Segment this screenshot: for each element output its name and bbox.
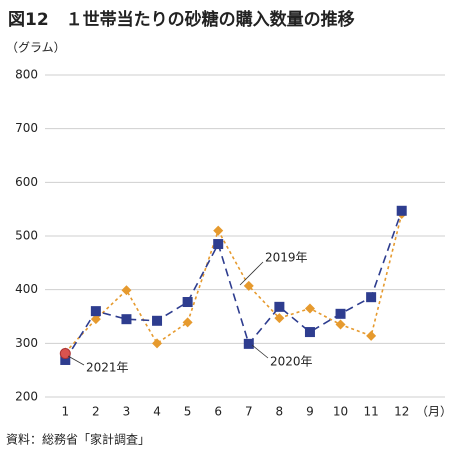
marker — [304, 303, 315, 314]
marker — [90, 306, 101, 317]
x-tick-label: 10 — [333, 405, 348, 419]
y-tick-label: 600 — [15, 175, 38, 189]
marker — [243, 280, 254, 291]
annotation: 2020年 — [270, 355, 313, 369]
marker — [182, 297, 193, 308]
marker — [152, 315, 163, 326]
annotation: 2021年 — [86, 361, 129, 375]
x-tick-label: 12 — [394, 405, 409, 419]
y-tick-label: 300 — [15, 336, 38, 350]
y-axis-label: （グラム） — [6, 41, 66, 55]
annotation-leader — [67, 355, 85, 366]
marker — [60, 354, 71, 365]
series-line — [64, 210, 403, 361]
x-tick-label: 3 — [123, 405, 131, 419]
marker — [121, 314, 132, 325]
x-tick-label: 2 — [92, 405, 100, 419]
marker — [335, 308, 346, 319]
annotation-leader — [251, 344, 269, 359]
marker — [335, 319, 346, 330]
marker — [59, 348, 71, 360]
marker — [304, 327, 315, 338]
marker — [90, 314, 101, 325]
marker — [396, 205, 407, 216]
marker — [152, 338, 163, 349]
annotation: 2019年 — [265, 251, 308, 265]
marker — [366, 330, 377, 341]
x-axis-label: （月） — [416, 405, 451, 419]
marker — [366, 292, 377, 303]
chart-title: 図12 １世帯当たりの砂糖の購入数量の推移 — [8, 9, 355, 30]
x-tick-label: 11 — [363, 405, 378, 419]
marker — [243, 338, 254, 349]
y-tick-label: 200 — [15, 390, 38, 404]
marker — [274, 313, 285, 324]
series-line — [64, 213, 403, 353]
y-tick-label: 500 — [15, 229, 38, 243]
x-tick-label: 8 — [276, 405, 284, 419]
marker — [121, 285, 132, 296]
x-tick-label: 6 — [214, 405, 222, 419]
marker — [182, 317, 193, 328]
y-tick-label: 400 — [15, 282, 38, 296]
marker — [274, 301, 285, 312]
x-tick-label: 9 — [306, 405, 314, 419]
marker — [213, 225, 224, 236]
x-tick-label: 7 — [245, 405, 253, 419]
y-tick-label: 800 — [15, 68, 38, 82]
x-tick-label: 1 — [61, 405, 69, 419]
x-tick-label: 5 — [184, 405, 192, 419]
x-tick-label: 4 — [153, 405, 161, 419]
source: 資料：総務省「家計調査」 — [6, 432, 150, 447]
annotation-leader — [239, 261, 264, 286]
y-tick-label: 700 — [15, 121, 38, 135]
marker — [213, 239, 224, 250]
